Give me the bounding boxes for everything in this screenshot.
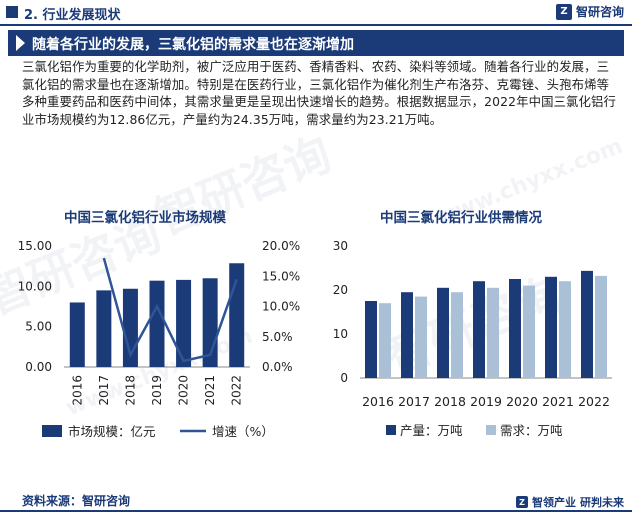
chart2-x-tick: 2021 xyxy=(542,394,574,409)
chart2-bar-demand xyxy=(559,281,571,378)
brand: Z 智研咨询 xyxy=(555,3,624,20)
section-title: 2. 行业发展现状 xyxy=(24,8,121,23)
chart1-legend-swatch-bar xyxy=(42,425,62,437)
chart1-y-right-tick: 10.0% xyxy=(262,300,300,314)
chart1-y-left-tick: 0.00 xyxy=(25,360,52,374)
chart2-bar-demand xyxy=(379,303,391,378)
footer-divider xyxy=(0,510,632,512)
chart2-y-tick: 20 xyxy=(333,283,348,297)
chart1-x-tick: 2018 xyxy=(123,375,137,406)
chart1-x-tick: 2020 xyxy=(177,375,191,406)
chart2-legend-swatch-demand xyxy=(486,425,496,435)
footer-slogan-left: 智领产业 xyxy=(532,496,576,509)
chart2-bar-demand xyxy=(451,292,463,378)
chart1-y-left-tick: 15.00 xyxy=(18,239,52,253)
chart2-bar-demand xyxy=(415,296,427,378)
chart2-bar-production xyxy=(581,270,593,378)
chart2-bar-production xyxy=(401,292,413,378)
chart1-growth-line xyxy=(102,257,238,363)
chart1-bar xyxy=(176,279,192,367)
footer-slogan-right: 研判未来 xyxy=(580,496,624,509)
chart2-x-tick: 2018 xyxy=(434,394,466,409)
description-paragraph: 三氯化铝作为重要的化学助剂，被广泛应用于医药、香精香料、农药、染料等领域。随着各… xyxy=(22,59,617,127)
chart2-bar-production xyxy=(545,276,557,378)
chart2-x-tick: 2017 xyxy=(398,394,430,409)
chart1-bar xyxy=(69,302,85,367)
chart1-bar xyxy=(96,290,112,367)
chart1-bar xyxy=(149,280,165,367)
chart1-y-left-tick: 5.00 xyxy=(25,320,52,334)
chart2-y-tick: 10 xyxy=(333,327,348,341)
footer-brand: Z 智领产业 研判未来 xyxy=(516,494,624,510)
zhiyan-logo-icon: Z xyxy=(555,3,572,20)
source-note: 资料来源：智研咨询 xyxy=(22,494,131,508)
chart2-y-tick: 30 xyxy=(333,239,348,253)
chart2-bar-demand xyxy=(487,287,499,378)
chart2-legend-label: 产量：万吨 xyxy=(400,423,463,438)
zhiyan-logo-icon: Z xyxy=(516,496,528,508)
chart2-bar-demand xyxy=(523,285,535,378)
chart2-x-tick: 2022 xyxy=(578,394,610,409)
arrow-right-icon xyxy=(16,35,25,51)
chart2-x-tick: 2016 xyxy=(362,394,394,409)
chart2-x-tick: 2019 xyxy=(470,394,502,409)
chart2-x-tick: 2020 xyxy=(506,394,538,409)
chart1-x-tick: 2016 xyxy=(70,375,84,406)
section-header: 2. 行业发展现状 Z 智研咨询 xyxy=(0,0,632,26)
headline-banner: 随着各行业的发展，三氯化铝的需求量也在逐渐增加 xyxy=(8,30,624,56)
brand-name: 智研咨询 xyxy=(575,5,624,19)
chart1-bar xyxy=(229,263,245,367)
chart2-bar-production xyxy=(509,279,521,378)
chart2-legend-swatch-production xyxy=(386,425,396,435)
chart2-legend-label: 需求：万吨 xyxy=(500,423,563,438)
chart1-y-right-tick: 5.0% xyxy=(262,330,293,344)
chart1-legend-label: 增速（%） xyxy=(212,424,274,439)
chart2-bar-production xyxy=(437,287,449,378)
chart2-y-tick: 0 xyxy=(340,371,348,385)
chart1-x-tick: 2022 xyxy=(230,375,244,406)
chart2-bar-production xyxy=(365,301,377,378)
chart1-y-right-tick: 0.0% xyxy=(262,360,293,374)
header-divider xyxy=(0,24,632,26)
section-marker-icon xyxy=(6,6,18,18)
chart1-y-right-tick: 20.0% xyxy=(262,239,300,253)
chart1-title: 中国三氯化铝行业市场规模 xyxy=(64,210,226,226)
chart2-bar-demand xyxy=(595,275,607,378)
chart1-legend-label: 市场规模：亿元 xyxy=(68,424,156,439)
chart1-y-right-tick: 15.0% xyxy=(262,269,300,283)
chart2-title: 中国三氯化铝行业供需情况 xyxy=(380,210,542,226)
chart1-y-left-tick: 10.00 xyxy=(18,279,52,293)
headline-text: 随着各行业的发展，三氯化铝的需求量也在逐渐增加 xyxy=(32,37,354,53)
chart1-x-tick: 2017 xyxy=(97,375,111,406)
chart1-x-tick: 2019 xyxy=(150,375,164,406)
chart2-bar-production xyxy=(473,281,485,378)
chart1-x-tick: 2021 xyxy=(203,375,217,406)
